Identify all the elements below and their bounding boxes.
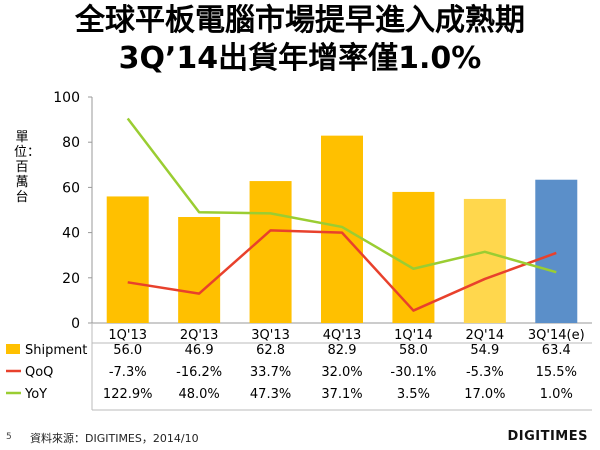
bar-shipment [392, 191, 435, 323]
table-cell-yoy: 48.0% [178, 387, 219, 402]
bar-shipment [106, 196, 149, 323]
legend-swatch-shipment [6, 344, 20, 354]
page-number: 5 [6, 432, 12, 442]
legend-label-qoq: QoQ [25, 365, 53, 380]
table-cell-shipment: 63.4 [542, 343, 571, 358]
bar-shipment [463, 198, 506, 323]
source-note: 資料來源：DIGITIMES，2014/10 [30, 432, 199, 445]
table-cell-qoq: 33.7% [250, 365, 291, 380]
table-cell-shipment: 82.9 [328, 343, 357, 358]
line-qoq [127, 229, 557, 312]
y-tick-label: 20 [62, 271, 80, 287]
table-cell-shipment: 56.0 [113, 343, 142, 358]
y-tick-label: 60 [62, 180, 80, 196]
table-cell-yoy: 1.0% [540, 387, 573, 402]
bar-shipment [249, 181, 292, 323]
table-cell-qoq: 32.0% [321, 365, 362, 380]
table-cell-qoq: -30.1% [390, 365, 436, 380]
table-cell-qoq: -16.2% [176, 365, 222, 380]
bar-shipment [178, 217, 221, 323]
page-title-line2: 3Q’14出貨年增率僅1.0% [118, 41, 482, 76]
bar-shipment [321, 135, 363, 323]
table-cell-yoy: 3.5% [397, 387, 430, 402]
digitimes-logo: DIGITIMES [507, 429, 588, 444]
table-cell-shipment: 46.9 [185, 343, 214, 358]
y-tick-label: 80 [62, 135, 80, 151]
bar-shipment [535, 179, 578, 323]
x-tick-label: 4Q'13 [323, 328, 362, 343]
table-cell-yoy: 37.1% [321, 387, 362, 402]
x-tick-label: 1Q'14 [394, 328, 433, 343]
line-yoy [126, 117, 557, 274]
y-tick-label: 0 [71, 316, 80, 332]
x-tick-label: 2Q'13 [180, 328, 219, 343]
legend-label-yoy: YoY [24, 387, 47, 402]
table-cell-yoy: 47.3% [250, 387, 291, 402]
y-tick-label: 100 [53, 90, 80, 106]
x-tick-label: 2Q'14 [466, 328, 505, 343]
table-cell-qoq: 15.5% [536, 365, 577, 380]
table-cell-shipment: 54.9 [470, 343, 499, 358]
table-cell-qoq: -7.3% [109, 365, 147, 380]
table-cell-shipment: 58.0 [399, 343, 428, 358]
x-tick-label: 1Q'13 [108, 328, 147, 343]
table-cell-yoy: 122.9% [103, 387, 153, 402]
table-cell-qoq: -5.3% [466, 365, 504, 380]
y-tick-label: 40 [62, 226, 80, 242]
page-title-line1: 全球平板電腦市場提早進入成熟期 [75, 3, 525, 38]
table-cell-yoy: 17.0% [464, 387, 505, 402]
table-cell-shipment: 62.8 [256, 343, 285, 358]
x-tick-label: 3Q'13 [251, 328, 290, 343]
legend-label-shipment: Shipment [25, 343, 87, 358]
x-tick-label: 3Q'14(e) [528, 328, 585, 343]
